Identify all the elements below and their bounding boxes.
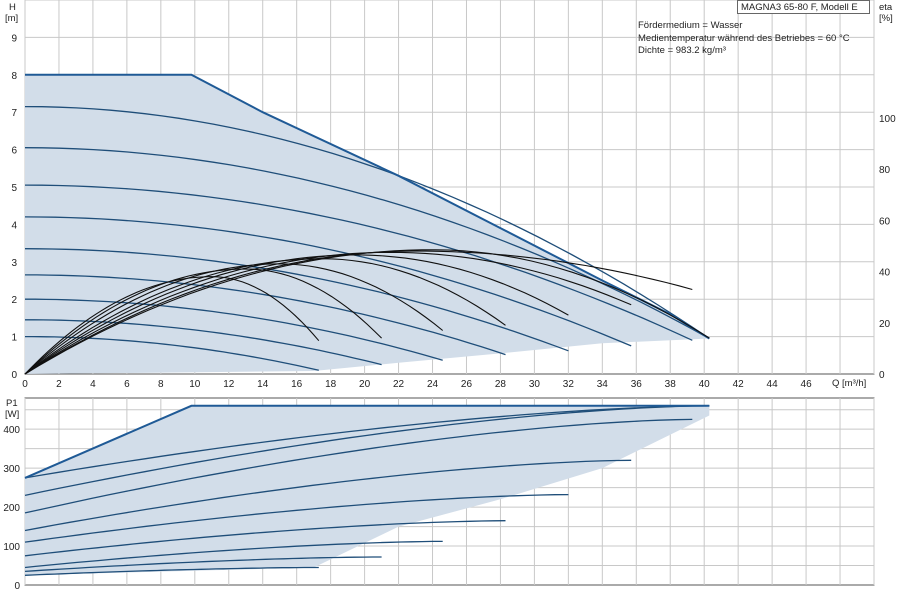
power-curve-5 [24,493,569,543]
h-tick-label: 8 [11,71,17,82]
p1-axis-unit: [W] [5,409,20,420]
eta-tick-label: 0 [879,370,885,381]
x-tick-label: 6 [124,379,130,390]
h-axis-label: H [9,2,16,13]
h-tick-label: 3 [11,258,17,269]
h-axis-unit: [m] [5,13,19,24]
h-tick-label: 7 [11,108,17,119]
eta-tick-label: 20 [879,319,891,330]
power-curve-2 [24,556,382,573]
h-tick-label: 6 [11,146,17,157]
x-tick-label: 34 [597,379,609,390]
x-tick-label: 8 [158,379,164,390]
info-line-medium: Fördermedium = Wasser [638,20,743,31]
h-tick-label: 0 [11,370,17,381]
power-envelope-area [25,405,710,576]
eta-curve-5 [24,254,569,375]
eta-tick-label: 100 [879,114,896,125]
x-tick-label: 24 [427,379,439,390]
x-tick-label: 12 [223,379,235,390]
info-line-density: Dichte = 983.2 kg/m³ [638,45,726,56]
h-tick-label: 5 [11,183,17,194]
x-tick-label: 28 [495,379,507,390]
eta-axis-unit: [%] [879,13,893,24]
power-curve-4 [24,520,506,557]
head-curve-7 [24,184,693,341]
p1-tick-label: 400 [3,425,20,436]
head-curve-6 [24,216,632,347]
chart-title: MAGNA3 65-80 F, Modell E [737,0,870,14]
eta-axis-label: eta [879,2,893,13]
p1-axis-label: P1 [6,398,18,409]
x-tick-label: 40 [699,379,711,390]
info-line-temperature: Medientemperatur während des Betriebes =… [638,33,850,44]
eta-curve-3 [24,263,444,375]
eta-tick-label: 80 [879,165,891,176]
p1-tick-label: 300 [3,464,20,475]
h-tick-label: 2 [11,295,17,306]
power-curve-6 [24,459,632,532]
power-curve-1 [24,566,319,576]
x-tick-label: 22 [393,379,405,390]
x-tick-label: 26 [461,379,473,390]
x-tick-label: 10 [189,379,201,390]
x-tick-label: 4 [90,379,96,390]
head-curve-2 [25,319,382,366]
power-curve-7 [24,418,693,514]
power-max-curve [24,404,710,479]
x-tick-label: 2 [56,379,62,390]
h-tick-label: 9 [11,33,17,44]
x-tick-label: 32 [563,379,575,390]
head-curve-1 [25,335,319,371]
x-tick-label: 0 [22,379,28,390]
eta-curve-8 [24,249,710,375]
x-tick-label: 44 [767,379,779,390]
eta-curve-4 [24,258,506,375]
h-tick-label: 1 [11,333,17,344]
eta-curve-6 [24,251,632,375]
eta-curve-2 [24,268,382,375]
head-curve-4 [25,274,506,356]
p1-tick-label: 0 [14,581,20,592]
power-curve-3 [24,540,443,569]
power-curve-8 [24,405,710,497]
p1-tick-label: 200 [3,503,20,514]
eta-tick-label: 60 [879,216,891,227]
q-axis-label: Q [m³/h] [832,378,867,389]
x-tick-label: 30 [529,379,541,390]
x-tick-label: 46 [801,379,813,390]
x-tick-label: 38 [665,379,677,390]
power-curve-9 [24,405,710,479]
head-curve-3 [25,298,443,361]
x-tick-label: 20 [359,379,371,390]
x-tick-label: 14 [257,379,269,390]
x-tick-label: 36 [631,379,643,390]
x-tick-label: 16 [291,379,303,390]
x-tick-label: 42 [733,379,745,390]
head-curve-5 [24,248,569,352]
eta-tick-label: 40 [879,268,891,279]
h-tick-label: 4 [11,220,17,231]
p1-tick-label: 100 [3,542,20,553]
x-tick-label: 18 [325,379,337,390]
